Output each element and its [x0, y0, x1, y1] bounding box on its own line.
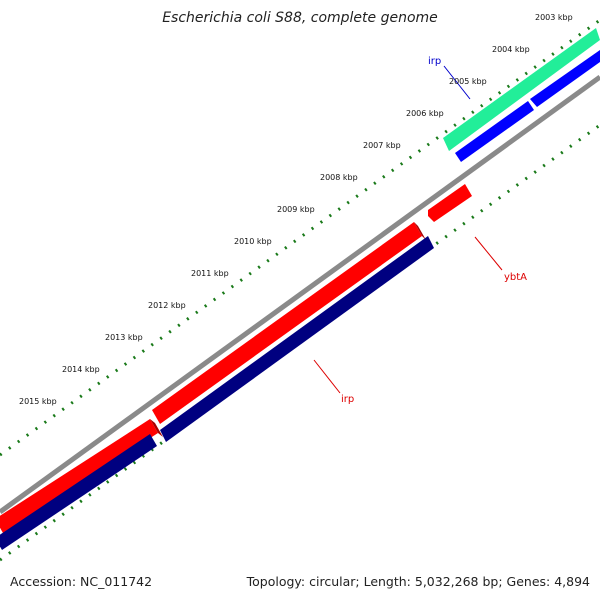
tick-label: 2015 kbp	[19, 397, 57, 406]
tick-label: 2003 kbp	[535, 13, 573, 22]
tick-labels: 2003 kbp 2004 kbp 2005 kbp 2006 kbp 2007 kbp…	[19, 13, 573, 406]
genome-summary: Topology: circular; Length: 5,032,268 bp…	[246, 574, 590, 589]
tick-label: 2010 kbp	[234, 237, 272, 246]
inner-tick-track	[0, 123, 600, 562]
gene-navy-lower	[0, 434, 157, 550]
gene-red-short	[428, 184, 472, 222]
irp-red-leader	[313, 359, 341, 394]
tick-label: 2011 kbp	[191, 269, 229, 278]
outer-tick-track	[0, 18, 600, 457]
tick-label: 2009 kbp	[277, 205, 315, 214]
map-title: Escherichia coli S88, complete genome	[162, 10, 438, 26]
gene-blue	[455, 50, 600, 162]
tick-label: 2006 kbp	[406, 109, 444, 118]
ybta-leader	[474, 236, 503, 271]
gene-navy-upper	[160, 236, 434, 442]
genome-backbone	[0, 74, 600, 515]
tick-label: 2013 kbp	[105, 333, 143, 342]
tick-label: 2004 kbp	[492, 45, 530, 54]
gene-red-upper	[152, 222, 426, 424]
accession-label: Accession: NC_011742	[10, 574, 153, 589]
gene-green	[443, 28, 600, 151]
feature-label-ybta: ybtA	[504, 272, 527, 283]
tick-label: 2008 kbp	[320, 173, 358, 182]
outer-tick-dashes	[0, 18, 600, 457]
feature-label-irp-blue: irp	[428, 56, 441, 67]
tick-label: 2007 kbp	[363, 141, 401, 150]
feature-leaders	[313, 65, 503, 394]
irp-blue-leader	[443, 65, 471, 100]
tick-label: 2012 kbp	[148, 301, 186, 310]
gene-red-lower	[0, 419, 163, 533]
tick-label: 2005 kbp	[449, 77, 487, 86]
feature-label-irp-red: irp	[341, 394, 354, 405]
tick-label: 2014 kbp	[62, 365, 100, 374]
inner-tick-dashes	[0, 123, 600, 562]
